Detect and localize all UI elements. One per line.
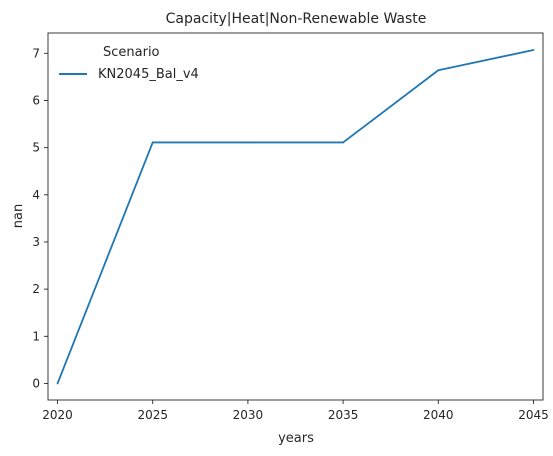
x-axis-label: years [278, 431, 314, 446]
legend: Scenario KN2045_Bal_v4 [59, 45, 199, 82]
data-point [151, 141, 154, 144]
x-tick-label: 2020 [42, 408, 73, 422]
y-axis-label: nan [11, 204, 26, 228]
series-layer [56, 49, 535, 385]
x-axis: 2020 2025 2030 2035 2040 2045 [42, 400, 549, 422]
chart-title: Capacity|Heat|Non-Renewable Waste [166, 11, 427, 27]
data-point [437, 69, 440, 72]
y-tick-label: 6 [32, 93, 40, 107]
y-tick-label: 7 [32, 46, 40, 60]
x-tick-label: 2030 [233, 408, 264, 422]
x-tick-label: 2040 [423, 408, 454, 422]
y-tick-label: 4 [32, 188, 40, 202]
y-axis: 0 1 2 3 4 5 6 7 [32, 46, 48, 390]
data-point [247, 141, 249, 144]
legend-entry-label: KN2045_Bal_v4 [98, 67, 199, 82]
plot-frame [47, 32, 544, 401]
x-tick-label: 2025 [137, 408, 168, 422]
legend-title: Scenario [103, 45, 160, 60]
y-tick-label: 3 [32, 235, 40, 249]
y-tick-label: 2 [32, 282, 40, 296]
y-tick-label: 1 [32, 329, 40, 343]
data-point [342, 141, 344, 144]
x-tick-label: 2045 [518, 408, 549, 422]
y-tick-label: 0 [32, 376, 40, 390]
x-tick-label: 2035 [328, 408, 359, 422]
y-tick-label: 5 [32, 141, 40, 155]
plot-area [47, 32, 544, 401]
data-point [56, 382, 59, 385]
data-point [532, 49, 535, 51]
series-line [56, 49, 534, 384]
